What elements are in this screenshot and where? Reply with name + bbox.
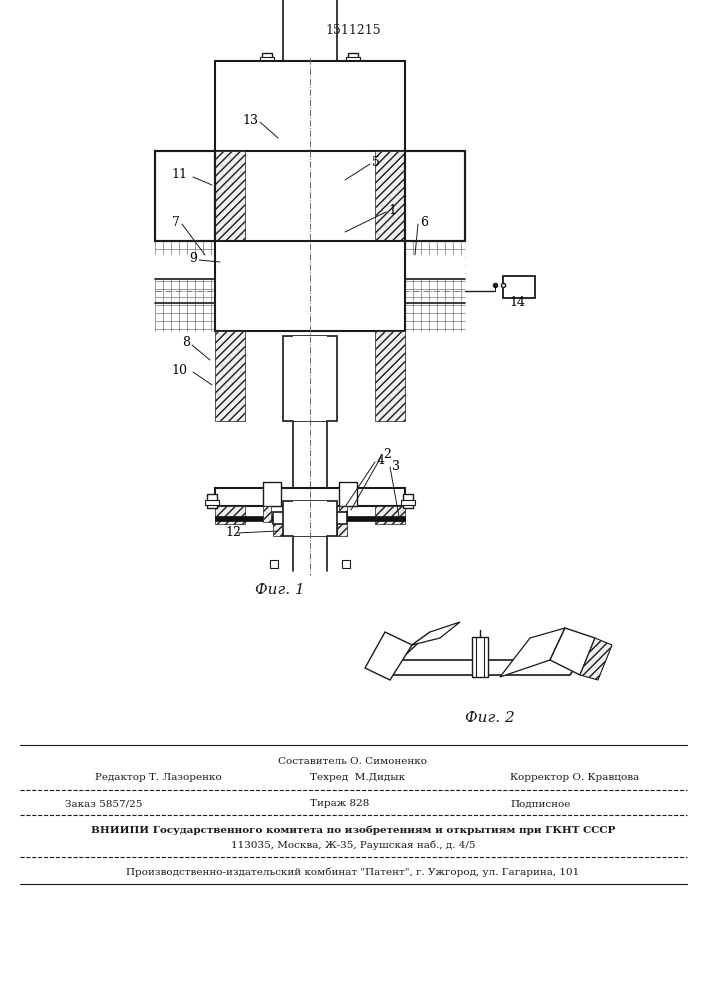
Polygon shape <box>273 65 283 87</box>
Text: Редактор Т. Лазоренко: Редактор Т. Лазоренко <box>95 774 222 782</box>
Bar <box>273 63 347 75</box>
Polygon shape <box>337 65 347 87</box>
Text: 113035, Москва, Ж-35, Раушская наб., д. 4/5: 113035, Москва, Ж-35, Раушская наб., д. … <box>230 840 475 850</box>
Text: 10: 10 <box>171 363 187 376</box>
Bar <box>215 516 405 521</box>
Polygon shape <box>337 241 405 331</box>
Bar <box>405 151 465 241</box>
Polygon shape <box>245 295 375 331</box>
Bar <box>339 482 357 506</box>
Bar <box>348 53 358 65</box>
Text: 2: 2 <box>383 448 391 462</box>
Text: 13: 13 <box>242 113 258 126</box>
Polygon shape <box>390 632 430 675</box>
Text: Составитель О. Симоненко: Составитель О. Симоненко <box>279 758 428 766</box>
Polygon shape <box>273 524 283 536</box>
Bar <box>401 500 415 505</box>
Text: Производственно-издательский комбинат "Патент", г. Ужгород, ул. Гагарина, 101: Производственно-издательский комбинат "П… <box>127 867 580 877</box>
Text: 7: 7 <box>172 216 180 229</box>
Polygon shape <box>215 331 245 421</box>
Polygon shape <box>390 660 580 675</box>
Polygon shape <box>283 265 337 315</box>
Polygon shape <box>500 628 565 677</box>
Polygon shape <box>375 506 405 524</box>
Text: Корректор О. Кравцова: Корректор О. Кравцова <box>510 774 639 782</box>
Bar <box>260 57 274 62</box>
Bar <box>472 637 488 677</box>
Bar <box>155 151 215 241</box>
Bar <box>405 151 465 241</box>
Polygon shape <box>337 241 405 285</box>
Text: 1: 1 <box>388 204 396 217</box>
Polygon shape <box>215 151 245 241</box>
Bar <box>155 255 215 279</box>
Polygon shape <box>337 305 405 331</box>
Bar <box>293 336 327 421</box>
Polygon shape <box>263 506 271 522</box>
Bar <box>207 494 217 508</box>
Bar <box>263 482 281 506</box>
Bar <box>270 560 278 568</box>
Text: ВНИИПИ Государственного комитета по изобретениям и открытиям при ГКНТ СССР: ВНИИПИ Государственного комитета по изоб… <box>90 825 615 835</box>
Polygon shape <box>337 524 347 536</box>
Polygon shape <box>339 506 347 522</box>
Text: Фиг. 1: Фиг. 1 <box>255 583 305 597</box>
Bar <box>405 255 465 279</box>
Bar <box>215 241 405 331</box>
Bar <box>215 61 405 151</box>
Bar <box>403 494 413 508</box>
Bar <box>293 0 327 65</box>
Polygon shape <box>550 628 595 675</box>
Polygon shape <box>215 305 283 331</box>
Bar <box>342 560 350 568</box>
Text: 6: 6 <box>420 216 428 229</box>
Text: 8: 8 <box>182 336 190 350</box>
Bar <box>293 501 327 536</box>
Text: Заказ 5857/25: Заказ 5857/25 <box>65 800 142 808</box>
Polygon shape <box>412 622 460 645</box>
Bar <box>346 57 360 62</box>
Text: Подписное: Подписное <box>510 800 571 808</box>
Text: 3: 3 <box>392 460 400 474</box>
Polygon shape <box>375 331 405 421</box>
Bar <box>283 0 337 65</box>
Polygon shape <box>215 506 245 524</box>
Polygon shape <box>375 151 405 241</box>
Polygon shape <box>215 241 283 285</box>
Text: 12: 12 <box>225 526 241 540</box>
Text: 5: 5 <box>372 155 380 168</box>
Bar <box>283 336 337 421</box>
Text: Фиг. 2: Фиг. 2 <box>465 711 515 725</box>
Polygon shape <box>580 638 612 680</box>
Text: 9: 9 <box>189 251 197 264</box>
Text: Техред  М.Дидык: Техред М.Дидык <box>310 774 405 782</box>
Bar <box>205 500 219 505</box>
Bar <box>503 276 535 298</box>
Text: 1511215: 1511215 <box>325 23 381 36</box>
Text: 11: 11 <box>171 168 187 182</box>
Polygon shape <box>245 241 375 283</box>
Polygon shape <box>365 632 412 680</box>
Polygon shape <box>215 241 283 331</box>
Bar <box>262 53 272 65</box>
Text: Тираж 828: Тираж 828 <box>310 800 369 808</box>
Bar <box>273 512 347 524</box>
Text: 4: 4 <box>377 454 385 468</box>
Bar <box>283 501 337 536</box>
Bar <box>155 151 215 241</box>
Text: 14: 14 <box>509 296 525 308</box>
Bar <box>215 488 405 506</box>
